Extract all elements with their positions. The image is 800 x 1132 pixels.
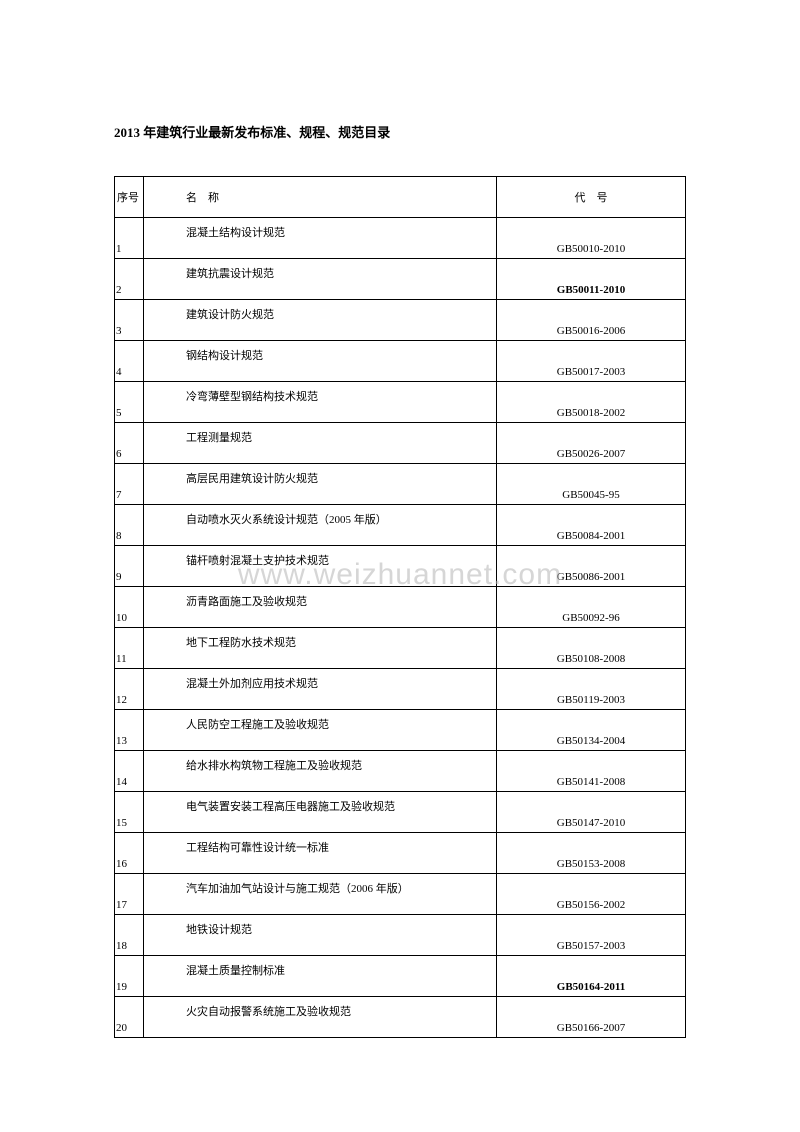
page-container: 2013 年建筑行业最新发布标准、规程、规范目录 序号 名 称 代 号 1混凝土…: [0, 0, 800, 1038]
cell-code: GB50157-2003: [497, 915, 686, 956]
cell-name: 人民防空工程施工及验收规范: [144, 710, 497, 751]
cell-seq: 4: [115, 341, 144, 382]
page-title: 2013 年建筑行业最新发布标准、规程、规范目录: [114, 122, 686, 141]
table-row: 18地铁设计规范GB50157-2003: [115, 915, 686, 956]
cell-code: GB50011-2010: [497, 259, 686, 300]
cell-code: GB50156-2002: [497, 874, 686, 915]
cell-name: 给水排水构筑物工程施工及验收规范: [144, 751, 497, 792]
cell-seq: 2: [115, 259, 144, 300]
table-row: 14给水排水构筑物工程施工及验收规范GB50141-2008: [115, 751, 686, 792]
cell-name: 混凝土外加剂应用技术规范: [144, 669, 497, 710]
cell-code: GB50153-2008: [497, 833, 686, 874]
cell-seq: 20: [115, 997, 144, 1038]
table-row: 16工程结构可靠性设计统一标准GB50153-2008: [115, 833, 686, 874]
cell-code: GB50026-2007: [497, 423, 686, 464]
cell-name: 电气装置安装工程高压电器施工及验收规范: [144, 792, 497, 833]
cell-code: GB50134-2004: [497, 710, 686, 751]
table-row: 10沥青路面施工及验收规范GB50092-96: [115, 587, 686, 628]
cell-name: 自动喷水灭火系统设计规范（2005 年版）: [144, 505, 497, 546]
cell-seq: 15: [115, 792, 144, 833]
cell-seq: 18: [115, 915, 144, 956]
table-row: 17汽车加油加气站设计与施工规范（2006 年版）GB50156-2002: [115, 874, 686, 915]
cell-code: GB50164-2011: [497, 956, 686, 997]
cell-seq: 6: [115, 423, 144, 464]
table-row: 1混凝土结构设计规范GB50010-2010: [115, 218, 686, 259]
cell-name: 地铁设计规范: [144, 915, 497, 956]
table-row: 8自动喷水灭火系统设计规范（2005 年版）GB50084-2001: [115, 505, 686, 546]
cell-code: GB50086-2001: [497, 546, 686, 587]
cell-code: GB50092-96: [497, 587, 686, 628]
table-row: 11地下工程防水技术规范GB50108-2008: [115, 628, 686, 669]
table-row: 3建筑设计防火规范GB50016-2006: [115, 300, 686, 341]
cell-name: 沥青路面施工及验收规范: [144, 587, 497, 628]
cell-code: GB50147-2010: [497, 792, 686, 833]
cell-code: GB50084-2001: [497, 505, 686, 546]
header-code: 代 号: [497, 177, 686, 218]
cell-code: GB50010-2010: [497, 218, 686, 259]
cell-name: 工程测量规范: [144, 423, 497, 464]
cell-name: 地下工程防水技术规范: [144, 628, 497, 669]
cell-code: GB50045-95: [497, 464, 686, 505]
cell-seq: 13: [115, 710, 144, 751]
cell-name: 冷弯薄壁型钢结构技术规范: [144, 382, 497, 423]
cell-name: 混凝土质量控制标准: [144, 956, 497, 997]
cell-seq: 17: [115, 874, 144, 915]
cell-name: 建筑抗震设计规范: [144, 259, 497, 300]
cell-seq: 3: [115, 300, 144, 341]
header-seq: 序号: [115, 177, 144, 218]
cell-name: 建筑设计防火规范: [144, 300, 497, 341]
table-row: 5冷弯薄壁型钢结构技术规范GB50018-2002: [115, 382, 686, 423]
cell-seq: 7: [115, 464, 144, 505]
cell-seq: 12: [115, 669, 144, 710]
cell-code: GB50018-2002: [497, 382, 686, 423]
table-row: 20火灾自动报警系统施工及验收规范GB50166-2007: [115, 997, 686, 1038]
table-row: 2建筑抗震设计规范GB50011-2010: [115, 259, 686, 300]
cell-name: 汽车加油加气站设计与施工规范（2006 年版）: [144, 874, 497, 915]
standards-table: 序号 名 称 代 号 1混凝土结构设计规范GB50010-20102建筑抗震设计…: [114, 176, 686, 1038]
cell-seq: 10: [115, 587, 144, 628]
cell-seq: 8: [115, 505, 144, 546]
cell-code: GB50108-2008: [497, 628, 686, 669]
cell-seq: 5: [115, 382, 144, 423]
table-header-row: 序号 名 称 代 号: [115, 177, 686, 218]
cell-name: 锚杆喷射混凝土支护技术规范: [144, 546, 497, 587]
cell-seq: 16: [115, 833, 144, 874]
cell-code: GB50017-2003: [497, 341, 686, 382]
cell-code: GB50141-2008: [497, 751, 686, 792]
cell-name: 钢结构设计规范: [144, 341, 497, 382]
cell-code: GB50016-2006: [497, 300, 686, 341]
table-row: 4钢结构设计规范GB50017-2003: [115, 341, 686, 382]
cell-name: 高层民用建筑设计防火规范: [144, 464, 497, 505]
table-row: 6工程测量规范GB50026-2007: [115, 423, 686, 464]
table-row: 9锚杆喷射混凝土支护技术规范GB50086-2001: [115, 546, 686, 587]
table-row: 19混凝土质量控制标准GB50164-2011: [115, 956, 686, 997]
table-body: 1混凝土结构设计规范GB50010-20102建筑抗震设计规范GB50011-2…: [115, 218, 686, 1038]
table-row: 7高层民用建筑设计防火规范GB50045-95: [115, 464, 686, 505]
table-row: 12混凝土外加剂应用技术规范GB50119-2003: [115, 669, 686, 710]
cell-name: 工程结构可靠性设计统一标准: [144, 833, 497, 874]
cell-name: 火灾自动报警系统施工及验收规范: [144, 997, 497, 1038]
cell-seq: 11: [115, 628, 144, 669]
cell-seq: 14: [115, 751, 144, 792]
cell-seq: 19: [115, 956, 144, 997]
cell-seq: 1: [115, 218, 144, 259]
header-name: 名 称: [144, 177, 497, 218]
cell-code: GB50119-2003: [497, 669, 686, 710]
table-row: 15电气装置安装工程高压电器施工及验收规范GB50147-2010: [115, 792, 686, 833]
cell-code: GB50166-2007: [497, 997, 686, 1038]
table-row: 13人民防空工程施工及验收规范GB50134-2004: [115, 710, 686, 751]
cell-seq: 9: [115, 546, 144, 587]
cell-name: 混凝土结构设计规范: [144, 218, 497, 259]
